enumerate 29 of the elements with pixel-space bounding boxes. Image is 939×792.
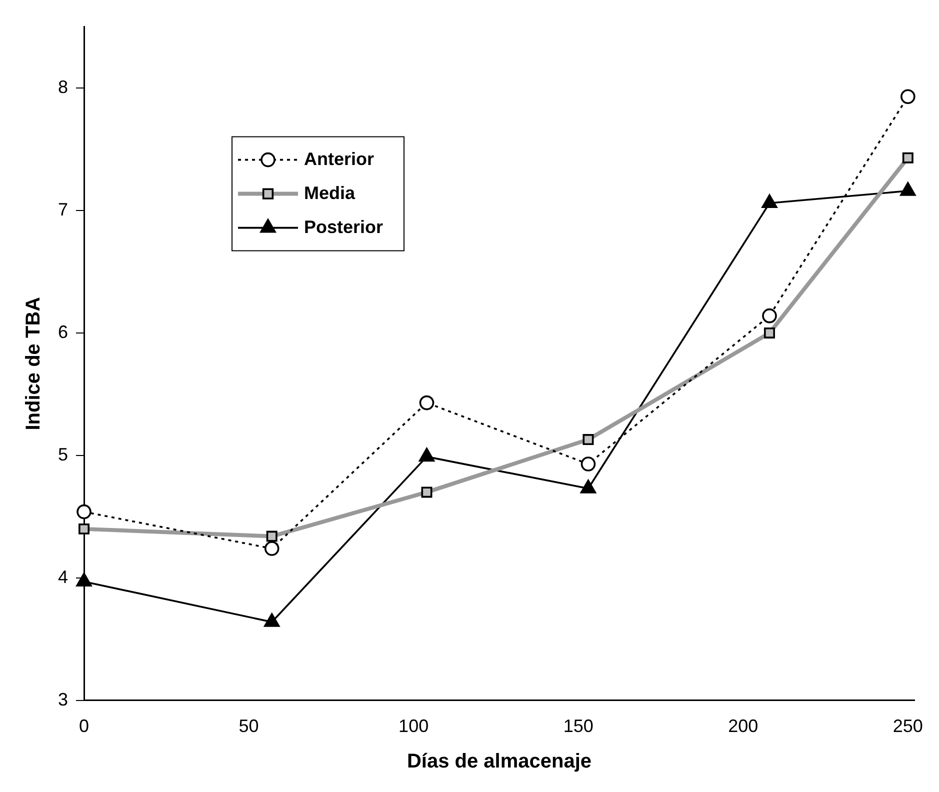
point xyxy=(764,327,775,338)
y-tick-label: 4 xyxy=(58,566,68,587)
point xyxy=(902,152,914,164)
legend-label: Posterior xyxy=(304,216,384,237)
y-tick-label: 5 xyxy=(58,444,68,464)
y-tick-label: 3 xyxy=(58,689,68,710)
x-tick-label: 50 xyxy=(238,716,259,736)
point xyxy=(78,523,90,534)
x-axis-title: Días de almacenaje xyxy=(406,750,592,773)
point xyxy=(900,89,916,104)
x-tick-label: 250 xyxy=(892,716,923,736)
legend-label: Anterior xyxy=(304,148,374,169)
legend-label: Media xyxy=(304,182,356,203)
point xyxy=(762,308,777,324)
point xyxy=(582,434,594,446)
point xyxy=(264,541,280,556)
x-tick-label: 200 xyxy=(728,716,758,736)
point xyxy=(419,395,434,410)
y-tick-label: 8 xyxy=(58,77,68,98)
y-tick-label: 7 xyxy=(58,199,68,220)
x-tick-label: 0 xyxy=(79,716,90,736)
point xyxy=(76,504,92,520)
point xyxy=(421,486,432,498)
x-tick-label: 100 xyxy=(398,716,429,736)
y-tick-label: 6 xyxy=(58,322,68,342)
point xyxy=(580,456,596,472)
y-axis-title: Indice de TBA xyxy=(22,296,45,430)
x-tick-label: 150 xyxy=(563,716,594,736)
point xyxy=(266,530,278,542)
